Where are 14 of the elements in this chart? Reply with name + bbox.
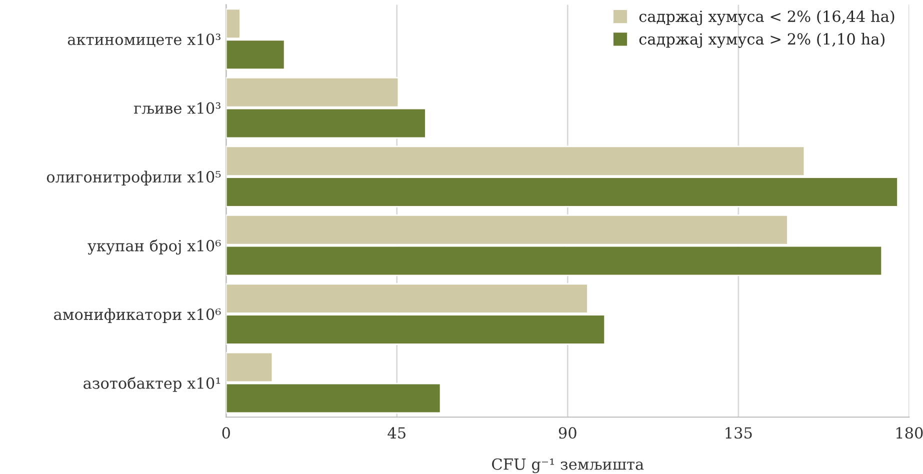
y-tick-label: амонификатори x10⁶ (54, 308, 221, 324)
x-tick-label: 90 (558, 427, 576, 439)
x-tick-label: 180 (896, 427, 923, 439)
legend-label: садржај хумуса < 2% (16,44 ha) (639, 10, 894, 26)
x-axis-title: CFU g⁻¹ земљишта (492, 458, 644, 474)
y-tick-label: укупан број x10⁶ (88, 239, 221, 255)
x-tick-label: 0 (222, 427, 230, 439)
y-tick-label: актиномицете x10³ (68, 34, 220, 48)
x-tick-label: 45 (388, 427, 406, 439)
legend-label: садржај хумуса > 2% (1,10 ha) (639, 32, 884, 48)
y-tick-label: гљиве x10³ (134, 102, 220, 114)
y-tick-label: азотобактер x10¹ (84, 376, 220, 392)
x-tick-label: 135 (726, 427, 752, 439)
y-tick-label: олигонитрофили x10⁵ (46, 170, 221, 186)
